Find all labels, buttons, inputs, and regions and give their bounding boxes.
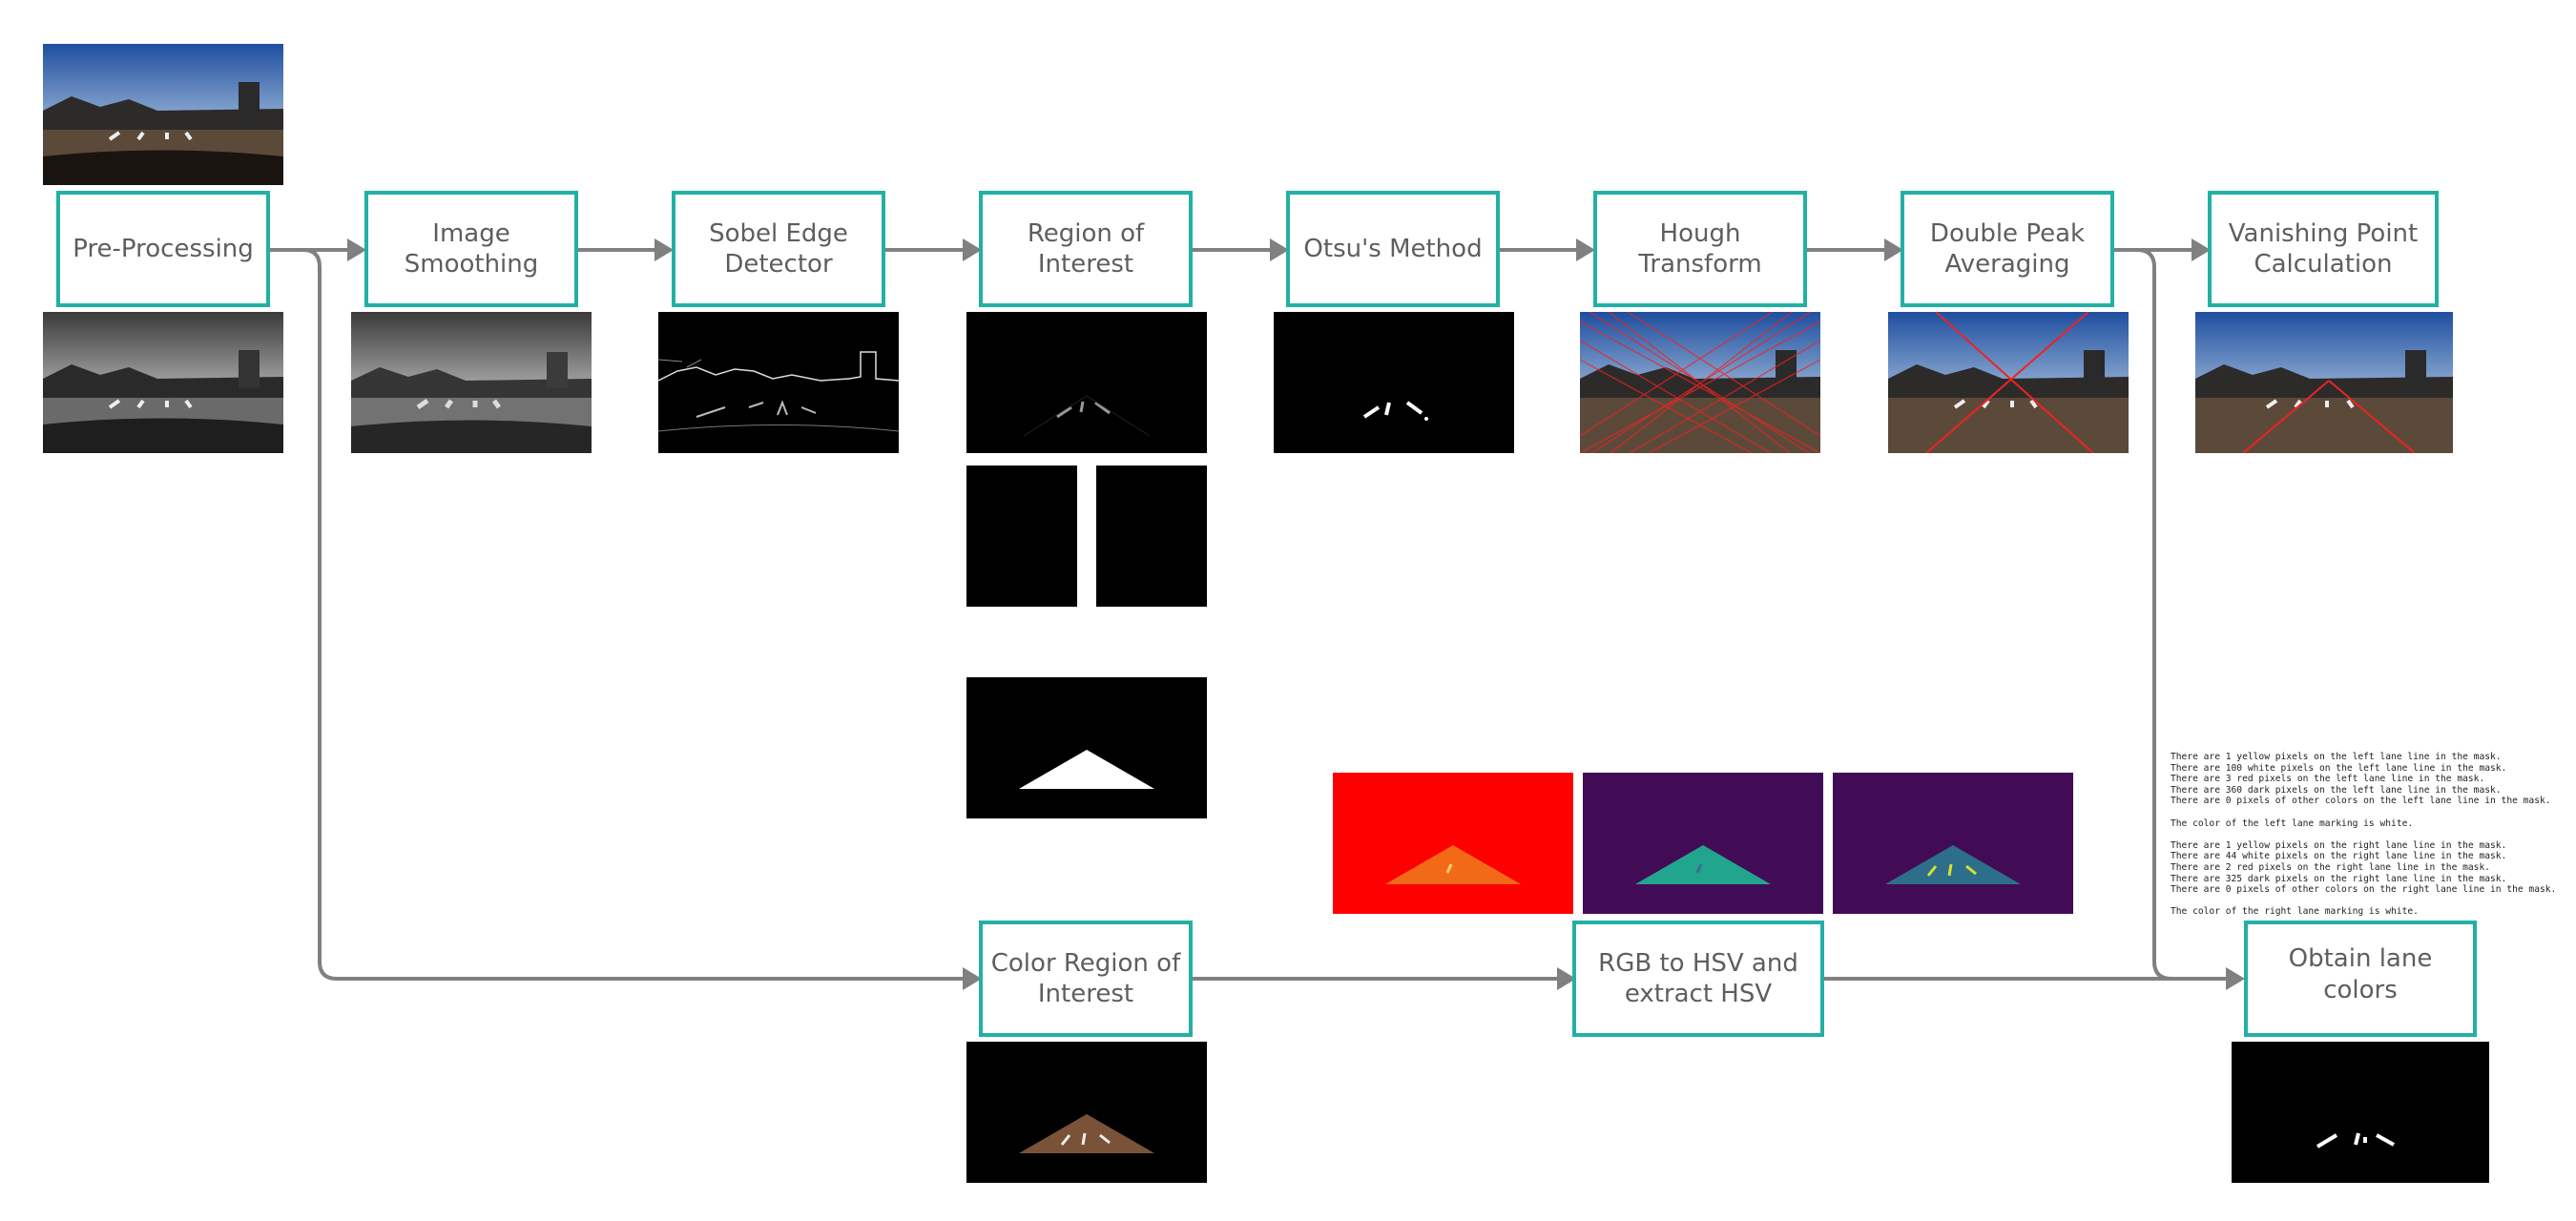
node-vanishing-point: Vanishing Point Calculation [2208,191,2439,307]
log-line: There are 360 dark pixels on the left la… [2171,784,2502,796]
thumb-hough-lines [1580,312,1820,453]
thumb-saturation-channel [1583,773,1823,914]
node-sobel-edge-detector: Sobel Edge Detector [672,191,885,307]
thumb-roi-triangle-mask [966,677,1207,818]
thumb-lane-colors-mask [2232,1042,2489,1183]
arrow-pre-to-color-roi [268,248,968,981]
node-image-smoothing: Image Smoothing [364,191,578,307]
node-pre-processing: Pre-Processing [56,191,270,307]
thumb-value-channel [1833,773,2073,914]
thumb-roi-left-mask [966,466,1077,607]
arrowhead [963,238,982,261]
arrowhead [1557,967,1576,990]
node-hough-transform: Hough Transform [1593,191,1807,307]
arrowhead [1270,238,1289,261]
thumb-color-roi [966,1042,1207,1183]
arrow-peak-to-lane-colors [2112,248,2232,981]
log-line: There are 100 white pixels on the left l… [2171,762,2507,774]
log-line: There are 44 white pixels on the right l… [2171,851,2507,862]
thumb-sobel-edges [658,312,899,453]
log-line: There are 2 red pixels on the right lane… [2171,861,2491,873]
thumb-otsu-binary [1274,312,1514,453]
arrowhead [1576,238,1595,261]
thumb-smoothed [351,312,592,453]
log-line [2171,829,2571,840]
log-line [2171,896,2571,907]
node-color-region-of-interest: Color Region of Interest [979,921,1193,1037]
log-line: There are 1 yellow pixels on the right l… [2171,839,2507,851]
thumb-grayscale [43,312,283,453]
log-line: There are 0 pixels of other colors on th… [2171,796,2551,807]
lane-color-log: There are 1 yellow pixels on the left la… [2171,752,2571,918]
arrowhead [1884,238,1903,261]
arrowhead [654,238,674,261]
log-line: The color of the left lane marking is wh… [2171,817,2414,829]
thumb-hue-channel [1333,773,1573,914]
log-line: There are 0 pixels of other colors on th… [2171,884,2557,896]
log-line: There are 1 yellow pixels on the left la… [2171,752,2502,762]
arrowhead [963,967,982,990]
log-line: There are 325 dark pixels on the right l… [2171,873,2507,884]
thumb-double-peak-lines [1888,312,2129,453]
arrowhead [2226,967,2245,990]
node-obtain-lane-colors: Obtain lane colors [2244,921,2477,1037]
arrowhead [347,238,366,261]
arrowhead [2192,238,2211,261]
log-line: The color of the right lane marking is w… [2171,906,2419,918]
node-rgb-to-hsv: RGB to HSV and extract HSV [1572,921,1824,1037]
node-region-of-interest: Region of Interest [979,191,1193,307]
thumb-roi-right-mask [1096,466,1207,607]
log-line: There are 3 red pixels on the left lane … [2171,774,2485,785]
thumb-roi-masked [966,312,1207,453]
log-line [2171,807,2571,818]
thumb-vanishing-point [2195,312,2453,453]
node-otsu-method: Otsu's Method [1286,191,1500,307]
thumb-original-road [43,44,283,185]
node-double-peak-averaging: Double Peak Averaging [1901,191,2114,307]
